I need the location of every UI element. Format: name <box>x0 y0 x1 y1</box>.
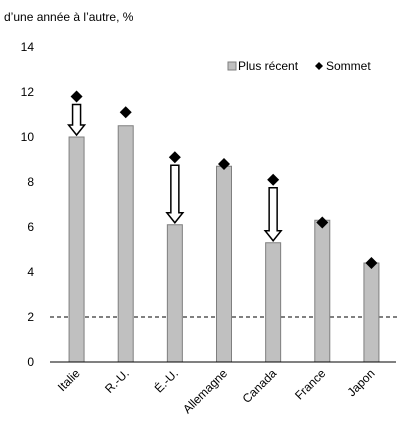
peak-marker-Canada <box>267 173 280 186</box>
y-tick-label: 12 <box>21 85 35 99</box>
bar-É.-U. <box>166 224 183 363</box>
y-tick-label: 6 <box>27 220 34 234</box>
bar-France <box>314 219 331 363</box>
drop-arrows <box>67 103 283 242</box>
peak-marker-Japon <box>365 257 378 269</box>
y-tick-label: 10 <box>21 130 35 144</box>
y-unit-label: d’une année à l’autre, % <box>4 10 134 24</box>
y-tick-label: 8 <box>27 175 34 189</box>
peak-marker-Allemagne <box>218 158 230 170</box>
bar-Allemagne <box>216 165 232 363</box>
peak-marker-R.-U. <box>119 106 132 119</box>
x-tick-label: Japon <box>345 366 378 399</box>
x-tick-label: Allemagne <box>180 366 230 416</box>
bar-Italie <box>68 136 85 363</box>
legend-label-marker: Sommet <box>326 59 371 73</box>
legend-swatch-marker <box>315 62 323 70</box>
peak-markers <box>70 90 378 269</box>
drop-arrow-Italie <box>67 103 87 137</box>
x-tick-label: É.-U. <box>151 366 181 396</box>
y-tick-label: 14 <box>21 40 35 54</box>
bar-Japon <box>363 262 380 363</box>
x-tick-label: France <box>292 366 329 403</box>
bar-R.-U. <box>117 125 134 363</box>
x-tick-label: R.-U. <box>102 366 132 396</box>
peak-marker-É.-U. <box>168 151 181 164</box>
x-tick-label: Canada <box>240 366 280 406</box>
legend-label-bar: Plus récent <box>238 59 299 73</box>
y-tick-label: 2 <box>27 310 34 324</box>
peak-marker-Italie <box>70 90 83 103</box>
drop-arrow-Canada <box>263 187 283 242</box>
legend-swatch-bar <box>227 61 237 71</box>
y-tick-label: 4 <box>27 265 34 279</box>
bar-Canada <box>265 242 282 363</box>
x-tick-label: Italie <box>55 366 83 394</box>
y-axis-ticks: 0 2 4 6 8 10 12 14 <box>21 40 35 369</box>
peak-marker-France <box>316 216 329 229</box>
drop-arrow-É.-U. <box>165 164 185 224</box>
y-tick-label: 0 <box>27 355 34 369</box>
legend: Plus récent Sommet <box>227 59 371 73</box>
x-axis-labels: Italie R.-U. É.-U. Allemagne Canada France Jap… <box>55 366 378 417</box>
